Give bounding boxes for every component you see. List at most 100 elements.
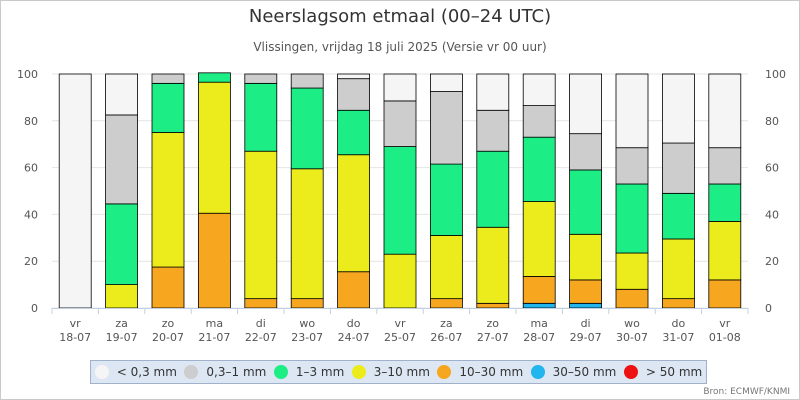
- x-tick-day: za: [115, 317, 128, 330]
- x-tick-day: vr: [70, 317, 82, 330]
- x-tick-date: 30-07: [616, 331, 648, 344]
- bar-segment: [105, 203, 138, 285]
- bar-segment: [708, 73, 742, 149]
- y-tick-label-right: 80: [765, 115, 779, 128]
- bar-segment: [151, 82, 185, 133]
- legend-item[interactable]: < 0,3 mm: [94, 365, 177, 379]
- x-tick-day: wo: [624, 317, 640, 330]
- bar-segment: [662, 73, 695, 144]
- bar-segment: [429, 235, 463, 300]
- bar-segment: [151, 266, 185, 309]
- bars: [58, 72, 742, 309]
- legend-item[interactable]: 10–30 mm: [437, 365, 523, 379]
- y-tick-label-left: 0: [31, 302, 38, 315]
- x-tick-date: 19-07: [106, 331, 138, 344]
- bar-segment: [197, 81, 231, 214]
- y-tick-label-right: 100: [765, 68, 786, 81]
- x-tick-date: 22-07: [245, 331, 277, 344]
- bar-segment: [383, 253, 417, 309]
- legend-item[interactable]: 1–3 mm: [273, 365, 345, 379]
- legend-swatch-icon: [530, 365, 545, 379]
- x-tick-day: do: [347, 317, 361, 330]
- bar-segment: [662, 238, 695, 300]
- x-tick-day: vr: [719, 317, 731, 330]
- bar-segment: [615, 73, 649, 149]
- y-tick-label-left: 80: [24, 115, 38, 128]
- bar-segment: [615, 147, 649, 185]
- y-tick-label-left: 60: [24, 162, 38, 175]
- x-tick-day: za: [440, 317, 453, 330]
- bar-segment: [290, 73, 324, 89]
- x-tick-date: 24-07: [338, 331, 370, 344]
- y-tick-label-right: 40: [765, 208, 779, 221]
- chart-subtitle: Vlissingen, vrijdag 18 juli 2025 (Versie…: [253, 40, 547, 54]
- bar-segment: [383, 146, 417, 255]
- legend: < 0,3 mm 0,3–1 mm 1–3 mm 3–10 mm 10–30 mm 30–…: [90, 360, 707, 384]
- bar-segment: [476, 302, 510, 309]
- x-tick-date: 20-07: [152, 331, 184, 344]
- bar-segment: [569, 169, 602, 235]
- x-tick-date: 21-07: [198, 331, 230, 344]
- y-tick-label-right: 20: [765, 255, 779, 268]
- bar-segment: [429, 298, 463, 309]
- y-tick-label-right: 60: [765, 162, 779, 175]
- bar-segment: [244, 150, 278, 300]
- bar-segment: [383, 100, 417, 147]
- x-tick-date: 31-07: [662, 331, 694, 344]
- bar-segment: [569, 302, 602, 309]
- legend-swatch-icon: [94, 365, 109, 379]
- bar-segment: [615, 288, 649, 309]
- bar-segment: [290, 298, 324, 309]
- legend-label: 10–30 mm: [459, 365, 524, 379]
- bar-segment: [105, 284, 138, 309]
- source-credit: Bron: ECMWF/KNMI: [703, 387, 790, 397]
- legend-item[interactable]: 3–10 mm: [351, 365, 430, 379]
- x-tick-date: 18-07: [59, 331, 91, 344]
- bar-segment: [337, 73, 371, 80]
- bar-segment: [662, 142, 695, 194]
- legend-item[interactable]: 30–50 mm: [530, 365, 616, 379]
- x-tick-day: ma: [530, 317, 547, 330]
- y-tick-label-right: 0: [765, 302, 772, 315]
- bar-segment: [522, 73, 556, 106]
- x-tick-day: do: [672, 317, 686, 330]
- x-tick-date: 29-07: [570, 331, 602, 344]
- x-tick-date: 01-08: [709, 331, 741, 344]
- legend-item[interactable]: > 50 mm: [623, 365, 703, 379]
- y-tick-label-left: 20: [24, 255, 38, 268]
- legend-label: < 0,3 mm: [116, 365, 177, 379]
- legend-swatch-icon: [273, 365, 288, 379]
- bar-segment: [244, 73, 278, 84]
- bar-segment: [337, 78, 371, 111]
- bar-segment: [569, 233, 602, 281]
- bar-segment: [569, 133, 602, 171]
- legend-label: > 50 mm: [645, 365, 703, 379]
- legend-swatch-icon: [351, 365, 366, 379]
- bar-segment: [290, 168, 324, 300]
- bar-segment: [337, 154, 371, 273]
- bar-segment: [105, 73, 138, 116]
- bar-segment: [522, 276, 556, 304]
- legend-label: 1–3 mm: [295, 365, 345, 379]
- x-tick-day: di: [256, 317, 266, 330]
- x-tick-day: wo: [299, 317, 315, 330]
- legend-swatch-icon: [184, 365, 199, 379]
- bar-segment: [244, 298, 278, 309]
- bar-segment: [383, 73, 417, 102]
- bar-segment: [244, 82, 278, 152]
- x-tick-day: zo: [487, 317, 500, 330]
- x-tick-day: di: [581, 317, 591, 330]
- bar-segment: [476, 109, 510, 152]
- bar-segment: [476, 73, 510, 111]
- bar-segment: [615, 183, 649, 254]
- bar-segment: [522, 136, 556, 202]
- legend-item[interactable]: 0,3–1 mm: [184, 365, 266, 379]
- legend-swatch-icon: [623, 365, 638, 379]
- y-tick-label-left: 100: [17, 68, 38, 81]
- bar-segment: [429, 91, 463, 165]
- bar-segment: [708, 147, 742, 185]
- bar-segment: [476, 150, 510, 228]
- bar-segment: [429, 73, 463, 92]
- bar-segment: [429, 163, 463, 236]
- y-tick-label-left: 40: [24, 208, 38, 221]
